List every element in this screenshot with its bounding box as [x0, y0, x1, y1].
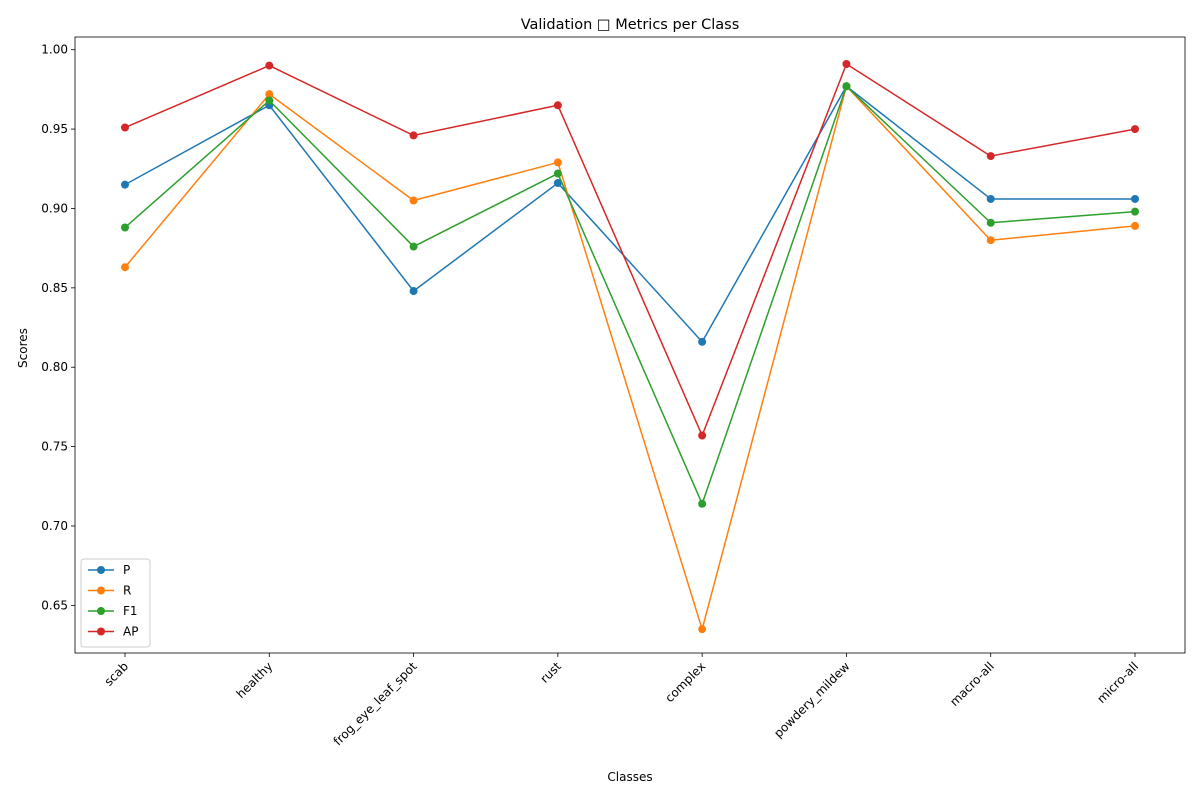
series-line — [124, 85, 1136, 630]
chart-title: Validation □ Metrics per Class — [521, 17, 740, 33]
x-tick-label: frog_eye_leaf_spot — [331, 659, 420, 748]
legend-label: F1 — [123, 604, 138, 618]
x-tick-label: scab — [102, 659, 132, 689]
legend: PR F1 AP — [80, 558, 151, 648]
data-point — [986, 194, 995, 203]
series-line — [124, 85, 1136, 505]
legend-marker — [97, 586, 105, 595]
data-point — [698, 431, 707, 440]
data-point — [698, 499, 707, 508]
data-point — [1131, 221, 1139, 230]
legend-label: P — [123, 563, 130, 577]
data-point — [986, 152, 995, 161]
data-point — [409, 287, 418, 296]
data-point — [409, 242, 418, 251]
y-tick-label: 0.75 — [41, 440, 68, 454]
data-point — [698, 337, 707, 346]
data-point — [121, 223, 129, 232]
data-point — [553, 158, 562, 167]
y-tick-label: 0.95 — [41, 122, 68, 136]
x-tick-label: healthy — [234, 659, 276, 701]
plot-area-frame — [74, 36, 1186, 654]
legend-entry-ap: AP — [88, 625, 138, 639]
legend-marker — [97, 607, 105, 615]
y-tick-label: 0.80 — [41, 360, 68, 374]
data-point — [121, 263, 129, 272]
data-point — [409, 131, 418, 140]
data-point — [265, 90, 274, 99]
series-line — [124, 85, 1135, 343]
data-point — [553, 179, 562, 188]
data-point — [409, 196, 418, 205]
x-tick-label: macro-all — [947, 659, 997, 709]
data-point — [986, 218, 995, 227]
data-point — [121, 180, 129, 189]
legend-marker — [97, 566, 105, 574]
legend-label: R — [123, 584, 131, 598]
series-r — [121, 82, 1139, 634]
legend-label: AP — [123, 625, 138, 639]
data-point — [265, 96, 274, 105]
data-point — [986, 236, 995, 245]
series-line — [124, 63, 1136, 437]
legend-entry-r: R — [88, 584, 131, 598]
y-axis-title: Scores — [16, 328, 30, 368]
data-point — [698, 625, 707, 634]
series-ap — [121, 59, 1139, 440]
data-point — [121, 123, 129, 132]
x-tick-label: powdery_mildew — [771, 659, 852, 740]
legend-entry-p: P — [88, 563, 130, 577]
series-p — [121, 82, 1139, 346]
data-point — [1131, 194, 1139, 203]
data-point — [842, 59, 851, 68]
x-tick-label: rust — [537, 659, 564, 686]
series-f1 — [121, 82, 1139, 508]
y-tick-label: 1.00 — [41, 43, 68, 57]
data-point — [553, 101, 562, 110]
x-tick-label: complex — [662, 659, 708, 705]
legend-entry-f1: F1 — [88, 604, 138, 618]
y-tick-label: 0.85 — [41, 281, 68, 295]
y-tick-label: 0.65 — [41, 598, 68, 612]
legend-marker — [97, 627, 105, 636]
y-tick-label: 0.90 — [41, 201, 68, 215]
data-point — [553, 169, 562, 178]
x-tick-label: micro-all — [1094, 659, 1141, 706]
y-tick-label: 0.70 — [41, 519, 68, 533]
data-point — [842, 82, 851, 91]
data-point — [265, 61, 274, 70]
legend-frame — [80, 558, 151, 648]
data-point — [1131, 207, 1139, 216]
data-point — [1131, 125, 1139, 134]
x-axis-title: Classes — [607, 770, 652, 784]
